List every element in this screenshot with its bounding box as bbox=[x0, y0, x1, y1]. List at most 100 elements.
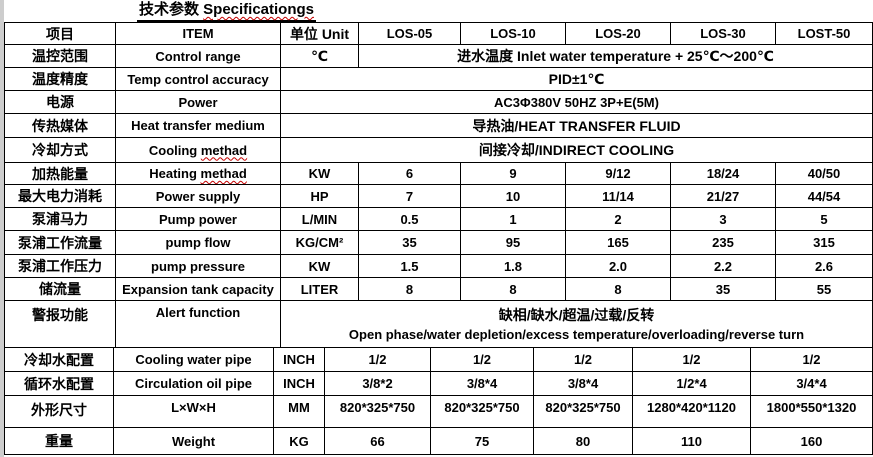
value-cell: 2.2 bbox=[670, 254, 776, 278]
misspelled-word: methad bbox=[200, 166, 247, 181]
value-cell: 8 bbox=[565, 277, 671, 301]
alert-line-zh: 缺相/缺水/超温/过载/反转 bbox=[498, 307, 655, 323]
value-cell: 820*325*750 bbox=[430, 395, 534, 428]
label-zh: 重量 bbox=[4, 427, 114, 455]
label-en: Cooling methad bbox=[115, 137, 281, 163]
misspelled-word: methad bbox=[200, 142, 248, 158]
value-cell: 1/2 bbox=[632, 347, 751, 372]
header-unit: 单位 Unit bbox=[280, 22, 359, 45]
header-model: LOS-10 bbox=[460, 22, 566, 45]
merged-value: 进水温度 Inlet water temperature + 25℃～200℃ bbox=[358, 44, 873, 68]
label-zh: 泵浦工作流量 bbox=[4, 230, 116, 255]
label-en: Temp control accuracy bbox=[115, 67, 281, 91]
row-power-supply: 最大电力消耗 Power supply HP 7 10 11/14 21/27 … bbox=[4, 184, 873, 208]
value-cell: 1/2 bbox=[533, 347, 633, 372]
value-cell: 55 bbox=[775, 277, 873, 301]
value-cell: 2.0 bbox=[565, 254, 671, 278]
header-model: LOS-05 bbox=[358, 22, 461, 45]
merged-value: PID±1℃ bbox=[280, 67, 873, 91]
label-en: Power supply bbox=[115, 184, 281, 208]
value-cell: 11/14 bbox=[565, 184, 671, 208]
label-en: Heat transfer medium bbox=[115, 113, 281, 138]
value-cell: 3/8*2 bbox=[324, 371, 431, 396]
merged-value: AC3Φ380V 50HZ 3P+E(5M) bbox=[280, 90, 873, 114]
value-cell: 165 bbox=[565, 230, 671, 255]
header-model: LOS-30 bbox=[670, 22, 776, 45]
value-cell: 40/50 bbox=[775, 162, 873, 185]
value-cell: 820*325*750 bbox=[533, 395, 633, 428]
row-power-source: 电源 Power AC3Φ380V 50HZ 3P+E(5M) bbox=[4, 90, 873, 114]
row-pump-flow: 泵浦工作流量 pump flow KG/CM² 35 95 165 235 31… bbox=[4, 230, 873, 255]
unit-cell: L/MIN bbox=[280, 207, 359, 231]
title-zh: 技术参数 bbox=[138, 1, 199, 18]
value-cell: 0.5 bbox=[358, 207, 461, 231]
label-en: pump flow bbox=[115, 230, 281, 255]
value-cell: 9 bbox=[460, 162, 566, 185]
header-model: LOST-50 bbox=[775, 22, 873, 45]
row-cooling-water-pipe: 冷却水配置 Cooling water pipe INCH 1/2 1/2 1/… bbox=[4, 347, 873, 372]
unit-cell: INCH bbox=[273, 347, 325, 372]
value-cell: 160 bbox=[750, 427, 873, 455]
label-en: Weight bbox=[113, 427, 274, 455]
page-edge-strip bbox=[0, 0, 4, 457]
label-zh: 储流量 bbox=[4, 277, 116, 301]
unit-cell: KG bbox=[273, 427, 325, 455]
label-zh: 加热能量 bbox=[4, 162, 116, 185]
value-cell: 3 bbox=[670, 207, 776, 231]
row-alert: 警报功能 Alert function 缺相/缺水/超温/过载/反转 Open … bbox=[4, 300, 873, 348]
value-cell: 3/4*4 bbox=[750, 371, 873, 396]
row-pump-pressure: 泵浦工作压力 pump pressure KW 1.5 1.8 2.0 2.2 … bbox=[4, 254, 873, 278]
value-cell: 5 bbox=[775, 207, 873, 231]
value-cell: 315 bbox=[775, 230, 873, 255]
label-en: L×W×H bbox=[113, 395, 274, 428]
row-circulation-oil-pipe: 循环水配置 Circulation oil pipe INCH 3/8*2 3/… bbox=[4, 371, 873, 396]
label-en: Alert function bbox=[115, 300, 281, 348]
value-cell: 95 bbox=[460, 230, 566, 255]
unit-cell: KW bbox=[280, 254, 359, 278]
value-cell: 66 bbox=[324, 427, 431, 455]
label-zh: 温控范围 bbox=[4, 44, 116, 68]
header-item-en: ITEM bbox=[115, 22, 281, 45]
label-zh: 警报功能 bbox=[4, 300, 116, 348]
label-en: Expansion tank capacity bbox=[115, 277, 281, 301]
header-row: 项目 ITEM 单位 Unit LOS-05 LOS-10 LOS-20 LOS… bbox=[4, 22, 873, 45]
value-cell: 3/8*4 bbox=[533, 371, 633, 396]
value-cell: 9/12 bbox=[565, 162, 671, 185]
label-zh: 传热媒体 bbox=[4, 113, 116, 138]
label-en: Circulation oil pipe bbox=[113, 371, 274, 396]
value-cell: 8 bbox=[460, 277, 566, 301]
value-cell: 1800*550*1320 bbox=[750, 395, 873, 428]
value-cell: 2.6 bbox=[775, 254, 873, 278]
value-cell: 1280*420*1120 bbox=[632, 395, 751, 428]
merged-value: 间接冷却/INDIRECT COOLING bbox=[280, 137, 873, 163]
value-cell: 820*325*750 bbox=[324, 395, 431, 428]
label-zh: 冷却方式 bbox=[4, 137, 116, 163]
row-pump-power: 泵浦马力 Pump power L/MIN 0.5 1 2 3 5 bbox=[4, 207, 873, 231]
specs-table-bottom: 冷却水配置 Cooling water pipe INCH 1/2 1/2 1/… bbox=[4, 347, 873, 455]
value-cell: 235 bbox=[670, 230, 776, 255]
value-cell: 1.5 bbox=[358, 254, 461, 278]
value-cell: 80 bbox=[533, 427, 633, 455]
label-en: Power bbox=[115, 90, 281, 114]
label-zh: 泵浦马力 bbox=[4, 207, 116, 231]
value-cell: 1/2 bbox=[324, 347, 431, 372]
value-cell: 8 bbox=[358, 277, 461, 301]
row-control-range: 温控范围 Control range ℃ 进水温度 Inlet water te… bbox=[4, 44, 873, 68]
value-cell: 1.8 bbox=[460, 254, 566, 278]
label-en: Pump power bbox=[115, 207, 281, 231]
label-zh: 温度精度 bbox=[4, 67, 116, 91]
unit-cell: ℃ bbox=[280, 44, 359, 68]
value-cell: 1 bbox=[460, 207, 566, 231]
label-en: Control range bbox=[115, 44, 281, 68]
value-cell: 1/2 bbox=[430, 347, 534, 372]
row-dimensions: 外形尺寸 L×W×H MM 820*325*750 820*325*750 82… bbox=[4, 395, 873, 428]
value-cell: 110 bbox=[632, 427, 751, 455]
label-zh: 冷却水配置 bbox=[4, 347, 114, 372]
header-model: LOS-20 bbox=[565, 22, 671, 45]
unit-cell: LITER bbox=[280, 277, 359, 301]
merged-value: 缺相/缺水/超温/过载/反转 Open phase/water depletio… bbox=[280, 300, 873, 348]
label-zh: 电源 bbox=[4, 90, 116, 114]
row-tank-capacity: 储流量 Expansion tank capacity LITER 8 8 8 … bbox=[4, 277, 873, 301]
alert-line-en: Open phase/water depletion/excess temper… bbox=[348, 327, 805, 342]
unit-cell: MM bbox=[273, 395, 325, 428]
